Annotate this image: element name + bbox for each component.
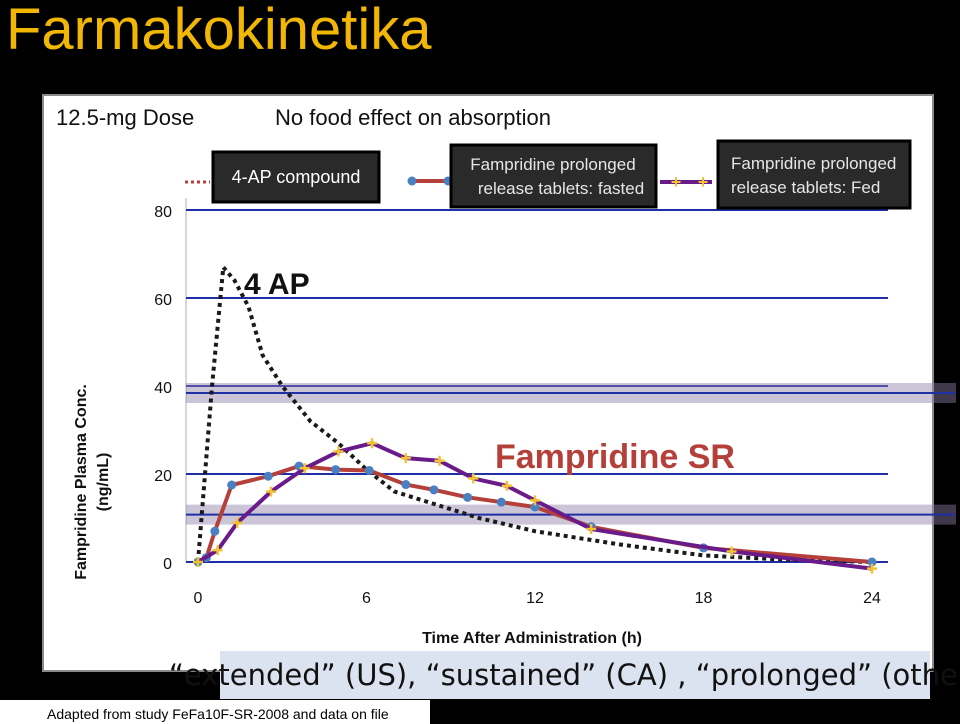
fed-point [400,453,411,464]
legend: 4-AP compound Fampridine prolonged relea… [185,139,912,210]
food-effect-heading: No food effect on absorption [275,105,551,130]
legend-box-fasted [449,143,658,209]
x-tick-label: 24 [863,590,881,607]
y-tick-label: 80 [154,204,172,221]
fed-point [333,446,344,457]
terminology-banner: “extended” (US), “sustained” (CA) , “pro… [169,651,960,699]
fed-point [530,495,540,506]
y-tick-label: 60 [154,292,172,309]
x-tick-label: 6 [362,590,371,607]
fed-point [299,463,310,474]
fasted-point [496,497,506,507]
y-tick-label: 0 [163,556,172,573]
legend-label-ap: 4-AP compound [232,167,361,187]
fasted-point [364,465,374,475]
fed-point [501,480,512,491]
y-tick-label: 40 [154,380,172,397]
fed-point [434,455,445,466]
legend-label-fed-line1: Fampridine prolonged [731,154,896,173]
x-tick-label: 0 [194,590,203,607]
x-axis-label: Time After Administration (h) [422,630,642,647]
slide-title: Farmakokinetika [6,0,432,62]
fasted-point [530,502,540,512]
fed-point [193,557,203,567]
fed-point [212,545,223,556]
legend-fasted-marker [407,176,417,186]
x-tick-label: 12 [526,590,544,607]
sr-annotation: Fampridine SR [495,438,735,476]
y-axis-label-line1: Fampridine Plasma Conc. [73,384,90,580]
y-tick-label: 20 [154,468,172,485]
terminology-text: “extended” (US), “sustained” (CA) , “pro… [168,658,960,692]
fasted-point [227,480,237,490]
legend-fed-marker: + [671,172,682,192]
x-tick-label: 18 [695,590,713,607]
legend-label-fed-line2: release tablets: Fed [731,178,880,197]
fasted-point [429,485,439,495]
source-background [0,700,430,724]
highlight-bands [186,383,956,525]
legend-label-fasted-line1: Fampridine prolonged [470,155,635,174]
fasted-point [210,526,220,536]
y-axis-label-line2: (ng/mL) [95,453,112,512]
fasted-point [263,471,273,481]
fed-point [367,438,378,449]
fasted-point [331,465,341,475]
tick-labels: 0 20 40 60 80 0 6 12 18 24 [154,204,881,607]
fed-point [232,517,243,528]
fed-point [867,563,877,574]
fed-point [726,546,737,557]
source-note: Adapted from study FeFa10F-SR-2008 and d… [47,706,389,722]
fasted-point [401,480,411,490]
series-lines [193,265,877,574]
gridlines [185,198,888,563]
fed-point [266,486,277,497]
fed-point [468,473,479,484]
ap-annotation: 4 AP [244,268,310,301]
legend-label-fasted-line2: release tablets: fasted [478,179,644,198]
y-axis-label: Fampridine Plasma Conc. (ng/mL) [73,384,112,580]
dose-heading: 12.5-mg Dose [56,105,194,130]
fed-point [586,524,597,534]
series-line-4ap [196,265,873,564]
legend-fed-marker: + [698,172,709,192]
fasted-point [867,557,877,567]
legend-box-ap [211,150,381,204]
legend-box-fed [716,139,912,210]
fasted-point [463,492,473,502]
